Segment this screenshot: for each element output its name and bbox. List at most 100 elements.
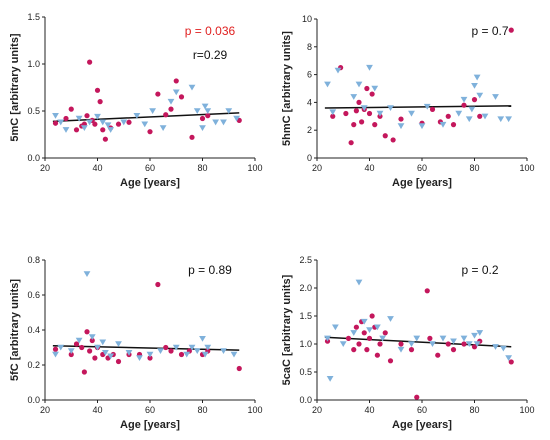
data-point-circle (199, 115, 206, 122)
data-point-triangle (94, 113, 101, 120)
data-point-circle (73, 341, 80, 347)
data-point-circle (73, 127, 80, 133)
data-point-triangle (397, 346, 405, 353)
data-point-triangle (75, 115, 83, 122)
panel-5cac: 20 40 60 80 100 0.0 0.5 1.0 1.5 2.0 2.5 Age [years]… (281, 255, 535, 431)
panel-5fc: 20 40 60 80 100 0.0 0.2 0.4 0.6 0.8 Age [years] 5fC… (9, 255, 263, 431)
data-point-circle (348, 140, 354, 146)
x-tick-label: 100 (247, 405, 262, 415)
data-point-circle (471, 97, 478, 103)
y-tick-label: 1.5 (299, 311, 312, 321)
data-point-circle (84, 113, 90, 119)
panel-5hmc: 20 40 60 80 100 0 2 4 6 8 10 Age [years] 5hmC [arbit… (281, 14, 535, 189)
data-point-circle (450, 347, 457, 353)
y-tick-label: 0.8 (27, 255, 40, 265)
data-point-circle (366, 110, 373, 117)
data-point-triangle (220, 348, 227, 355)
data-point-triangle (471, 332, 478, 339)
data-point-triangle (439, 121, 447, 128)
data-point-circle (178, 94, 185, 100)
data-point-circle (343, 110, 349, 117)
data-point-triangle (471, 83, 478, 89)
data-point-circle (168, 106, 174, 112)
y-tick-label: 0.0 (299, 395, 312, 405)
y-tick-label: 1.0 (27, 59, 40, 69)
x-axis-label: Age [years] (120, 419, 180, 431)
data-point-triangle (371, 85, 379, 92)
data-point-circle (63, 115, 69, 122)
data-point-triangle (94, 344, 101, 351)
data-point-triangle (83, 271, 91, 278)
data-point-circle (68, 106, 74, 112)
data-point-circle (382, 133, 388, 139)
data-point-triangle (450, 338, 457, 345)
y-tick-label: 0.2 (27, 360, 40, 370)
data-point-triangle (505, 116, 513, 123)
y-tick-label: 0.0 (27, 153, 40, 163)
data-point-triangle (204, 344, 212, 351)
r-value-annotation: r=0.29 (193, 48, 228, 62)
data-point-circle (52, 120, 59, 126)
data-point-triangle (468, 106, 476, 113)
data-point-circle (89, 337, 95, 344)
data-point-triangle (473, 74, 481, 81)
data-point-circle (450, 122, 457, 128)
data-point-circle (84, 329, 90, 335)
data-point-circle (79, 344, 85, 351)
data-point-circle (508, 359, 514, 365)
data-point-circle (508, 27, 514, 33)
data-point-triangle (366, 327, 373, 334)
data-point-triangle (52, 112, 59, 119)
y-tick-label: 2 (307, 125, 312, 135)
data-point-triangle (146, 351, 154, 358)
y-axis-label: 5hmC [arbitrary units] (281, 31, 293, 146)
x-tick-label: 40 (92, 163, 102, 173)
data-point-circle (155, 91, 161, 97)
data-point-triangle (199, 336, 206, 342)
data-point-circle (102, 136, 108, 142)
data-point-triangle (429, 341, 436, 348)
data-point-triangle (339, 341, 347, 348)
data-point-triangle (75, 337, 83, 344)
data-point-triangle (212, 119, 220, 126)
data-point-triangle (350, 94, 358, 100)
y-tick-label: 0.0 (27, 395, 40, 405)
data-point-circle (97, 99, 103, 105)
data-point-triangle (350, 330, 358, 336)
data-point-triangle (379, 335, 387, 342)
data-point-triangle (225, 108, 233, 115)
x-tick-label: 80 (197, 405, 207, 415)
data-point-circle (147, 355, 153, 361)
data-point-circle (364, 347, 370, 353)
data-point-circle (189, 134, 195, 140)
data-point-triangle (355, 279, 363, 286)
data-point-circle (94, 87, 101, 93)
data-point-triangle (499, 345, 507, 352)
y-axis-label: 5caC [arbitrary units] (281, 274, 293, 385)
data-point-circle (364, 85, 370, 92)
y-tick-label: 1.5 (27, 12, 40, 22)
data-point-triangle (476, 330, 484, 336)
data-point-triangle (439, 335, 447, 342)
data-point-circle (353, 324, 359, 330)
data-point-triangle (52, 351, 59, 358)
data-point-circle (155, 281, 161, 288)
p-value-annotation: p = 0.7 (471, 24, 508, 38)
y-tick-label: 2.0 (299, 283, 312, 293)
x-tick-label: 60 (417, 163, 427, 173)
data-point-triangle (133, 112, 141, 119)
data-point-circle (87, 348, 93, 354)
data-point-triangle (104, 122, 112, 129)
data-point-circle (374, 352, 380, 358)
data-point-triangle (99, 339, 107, 346)
y-tick-label: 0.4 (27, 325, 40, 335)
x-tick-label: 60 (145, 163, 155, 173)
data-point-circle (115, 358, 122, 365)
y-tick-label: 6 (307, 70, 312, 80)
y-tick-label: 0 (307, 153, 312, 163)
data-point-circle (356, 99, 362, 105)
data-point-circle (126, 119, 132, 125)
x-axis-label: Age [years] (392, 177, 452, 189)
data-point-circle (372, 122, 378, 128)
